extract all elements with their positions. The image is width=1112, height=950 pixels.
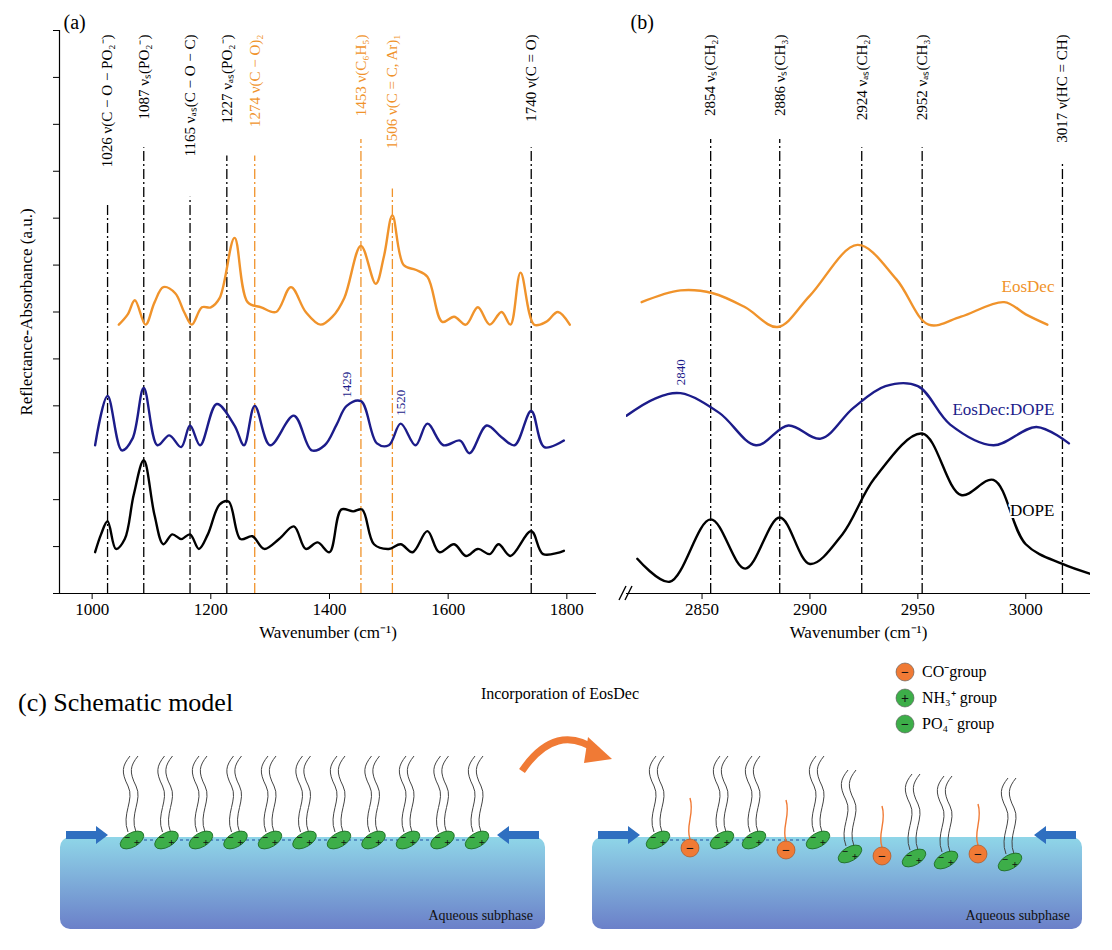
svg-text:1506 ν(C = C, Ar)₁: 1506 ν(C = C, Ar)₁ bbox=[384, 35, 401, 149]
svg-text:−: − bbox=[331, 831, 337, 843]
svg-text:Reflectance-Absorbance (a.u.): Reflectance-Absorbance (a.u.) bbox=[17, 208, 36, 415]
svg-text:−: − bbox=[469, 831, 475, 843]
svg-text:+: + bbox=[852, 850, 858, 862]
svg-text:−: − bbox=[782, 843, 790, 858]
svg-text:Wavenumber (cm⁻¹): Wavenumber (cm⁻¹) bbox=[259, 623, 397, 642]
svg-text:−: − bbox=[434, 831, 440, 843]
svg-text:(c) Schematic model: (c) Schematic model bbox=[18, 688, 233, 717]
svg-text:+: + bbox=[1012, 858, 1018, 870]
svg-text:DOPE: DOPE bbox=[1010, 501, 1054, 520]
svg-text:+: + bbox=[134, 836, 140, 848]
svg-text:Wavenumber (cm⁻¹): Wavenumber (cm⁻¹) bbox=[790, 623, 928, 642]
svg-text:1165 νₐₛ(C − O − C): 1165 νₐₛ(C − O − C) bbox=[182, 35, 199, 157]
svg-text:−: − bbox=[296, 831, 302, 843]
svg-text:+: + bbox=[203, 836, 209, 848]
svg-text:−: − bbox=[901, 665, 909, 680]
svg-text:+: + bbox=[306, 836, 312, 848]
svg-text:2952 νₐₛ(CH₃): 2952 νₐₛ(CH₃) bbox=[914, 35, 931, 121]
svg-text:2924 νₐₛ(CH₂): 2924 νₐₛ(CH₂) bbox=[854, 35, 871, 121]
svg-text:+: + bbox=[479, 836, 485, 848]
svg-text:+: + bbox=[375, 836, 381, 848]
svg-text:1026 ν(C − O − PO₂⁻): 1026 ν(C − O − PO₂⁻) bbox=[99, 34, 116, 167]
svg-text:+: + bbox=[341, 836, 347, 848]
svg-text:1087 νₛ(PO₂⁻): 1087 νₛ(PO₂⁻) bbox=[136, 35, 153, 120]
svg-text:+: + bbox=[756, 836, 762, 848]
svg-text:+: + bbox=[820, 836, 826, 848]
svg-text:−: − bbox=[938, 851, 944, 863]
svg-text:−: − bbox=[842, 845, 848, 857]
svg-text:1000: 1000 bbox=[75, 600, 109, 619]
svg-text:(a): (a) bbox=[64, 11, 86, 34]
svg-text:1520: 1520 bbox=[393, 390, 408, 416]
svg-text:−: − bbox=[878, 849, 886, 864]
svg-text:Aqueous subphase: Aqueous subphase bbox=[965, 908, 1070, 923]
svg-text:2900: 2900 bbox=[793, 600, 827, 619]
svg-text:−: − bbox=[906, 849, 912, 861]
svg-text:−: − bbox=[365, 831, 371, 843]
svg-text:3017 ν(HC = CH): 3017 ν(HC = CH) bbox=[1054, 35, 1071, 143]
svg-text:−: − bbox=[124, 831, 130, 843]
svg-text:2850: 2850 bbox=[685, 600, 719, 619]
svg-text:−: − bbox=[746, 831, 752, 843]
svg-text:−: − bbox=[974, 847, 982, 862]
svg-text:−: − bbox=[262, 831, 268, 843]
svg-text:1429: 1429 bbox=[339, 372, 354, 398]
svg-text:−: − bbox=[158, 831, 164, 843]
svg-text:−: − bbox=[400, 831, 406, 843]
svg-text:−: − bbox=[227, 831, 233, 843]
svg-text:+: + bbox=[916, 854, 922, 866]
svg-text:+: + bbox=[237, 836, 243, 848]
svg-text:NH₃⁺ group: NH₃⁺ group bbox=[922, 689, 997, 707]
svg-text:1740 ν(C = O): 1740 ν(C = O) bbox=[523, 35, 540, 122]
svg-text:−: − bbox=[1002, 853, 1008, 865]
svg-text:1453 ν(C₆H₅): 1453 ν(C₆H₅) bbox=[353, 35, 370, 117]
svg-text:−: − bbox=[810, 831, 816, 843]
svg-text:+: + bbox=[444, 836, 450, 848]
svg-text:2840: 2840 bbox=[673, 359, 688, 385]
svg-text:+: + bbox=[948, 856, 954, 868]
svg-text:+: + bbox=[724, 836, 730, 848]
svg-text:1227 νₐₛ(PO₂⁻): 1227 νₐₛ(PO₂⁻) bbox=[219, 34, 236, 123]
svg-text:3000: 3000 bbox=[1009, 600, 1043, 619]
svg-text:+: + bbox=[901, 691, 909, 706]
svg-text:(b): (b) bbox=[631, 11, 654, 34]
svg-text:CO⁻group: CO⁻group bbox=[922, 663, 987, 681]
svg-text:Aqueous subphase: Aqueous subphase bbox=[428, 908, 533, 923]
svg-text:+: + bbox=[272, 836, 278, 848]
svg-text:PO₄⁻ group: PO₄⁻ group bbox=[922, 715, 994, 733]
svg-text:1274 ν(C − O)₂: 1274 ν(C − O)₂ bbox=[247, 35, 264, 128]
svg-text:−: − bbox=[650, 831, 656, 843]
svg-text:+: + bbox=[168, 836, 174, 848]
svg-text:EosDec:DOPE: EosDec:DOPE bbox=[952, 400, 1054, 419]
svg-text:2886 νₛ(CH₃): 2886 νₛ(CH₃) bbox=[772, 34, 789, 116]
svg-text:1800: 1800 bbox=[550, 600, 584, 619]
svg-text:Incorporation of EosDec: Incorporation of EosDec bbox=[481, 685, 639, 703]
svg-text:2950: 2950 bbox=[901, 600, 935, 619]
svg-text:−: − bbox=[686, 841, 694, 856]
svg-text:+: + bbox=[410, 836, 416, 848]
svg-text:2854 νₛ(CH₂): 2854 νₛ(CH₂) bbox=[702, 34, 719, 116]
svg-text:+: + bbox=[660, 836, 666, 848]
svg-text:1400: 1400 bbox=[312, 600, 346, 619]
svg-text:1200: 1200 bbox=[194, 600, 228, 619]
svg-text:1600: 1600 bbox=[431, 600, 465, 619]
svg-text:−: − bbox=[901, 717, 909, 732]
svg-text:−: − bbox=[193, 831, 199, 843]
svg-text:−: − bbox=[714, 831, 720, 843]
svg-text:EosDec: EosDec bbox=[1002, 277, 1055, 296]
